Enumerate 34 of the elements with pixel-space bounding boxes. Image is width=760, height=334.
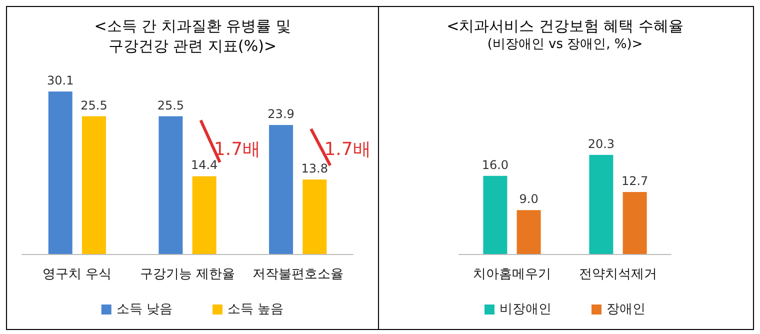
chart-title: <치과서비스 건강보험 혜택 수혜율	[446, 17, 684, 35]
x-tick-label: 저작불편호소율	[252, 267, 344, 282]
bar	[516, 210, 541, 254]
bar	[483, 176, 508, 254]
data-label: 14.4	[190, 158, 218, 172]
bar	[269, 124, 294, 254]
chart-title: <소득 간 치과질환 유병률 및 구강건강 관련 지표(%)>	[94, 17, 291, 55]
data-label: 16.0	[482, 158, 509, 172]
data-label: 12.7	[621, 174, 648, 188]
x-tick-label: 치아홈메우기	[473, 267, 551, 282]
data-label: 23.9	[268, 106, 294, 121]
legend-label: 비장애인	[500, 302, 552, 317]
annotation: 1.7배	[214, 139, 261, 160]
data-label: 9.0	[519, 192, 538, 206]
chart-subtitle: (비장애인 vs 장애인, %)>	[487, 37, 643, 52]
bar	[622, 192, 647, 254]
x-tick-label: 구강기능 제한율	[140, 267, 236, 282]
bar	[82, 116, 106, 254]
annotation: 1.7배	[324, 139, 371, 160]
bar	[48, 91, 72, 254]
legend-label: 장애인	[606, 302, 646, 317]
data-label: 13.8	[301, 161, 328, 176]
data-label: 20.3	[588, 136, 615, 151]
bar	[158, 116, 183, 254]
x-tick-label: 전약치석제거	[579, 267, 657, 282]
legend-label: 소득 낮음	[116, 302, 173, 317]
data-label: 25.5	[157, 98, 184, 112]
bar	[589, 154, 614, 254]
data-label: 25.5	[80, 98, 108, 112]
legend-label: 소득 높음	[228, 302, 284, 317]
x-tick-label: 영구치 우식	[42, 267, 112, 282]
bar	[302, 179, 327, 254]
bar	[192, 176, 216, 254]
data-label: 30.1	[47, 73, 74, 88]
